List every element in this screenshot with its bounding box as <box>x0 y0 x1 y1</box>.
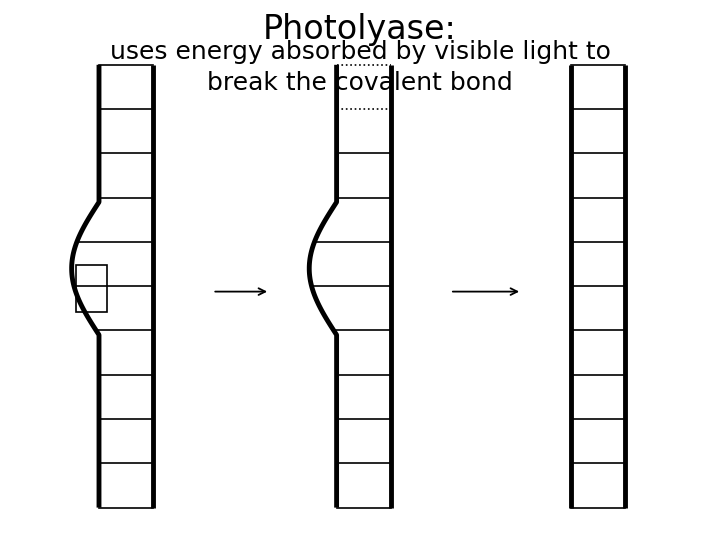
Text: uses energy absorbed by visible light to
break the covalent bond: uses energy absorbed by visible light to… <box>109 40 611 95</box>
Text: Photolyase:: Photolyase: <box>263 13 457 46</box>
Bar <box>76 265 107 312</box>
